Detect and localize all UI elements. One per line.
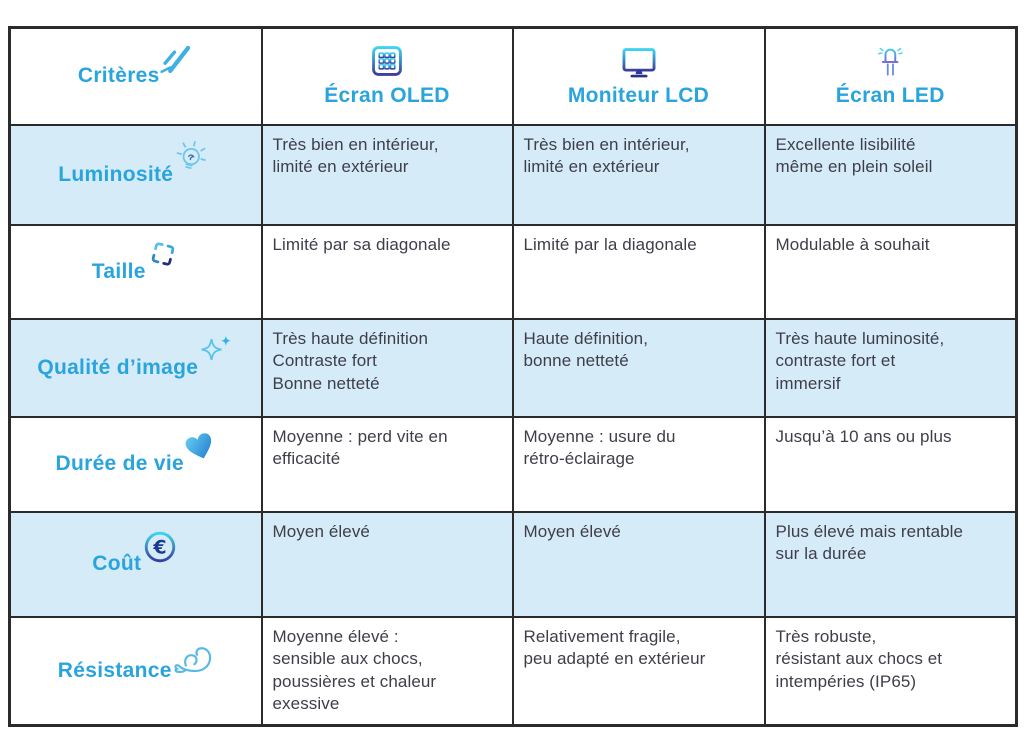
- value-cell: Moyenne : usure du rétro-éclairage: [511, 415, 766, 513]
- criterion-cell: Qualité d’image: [8, 317, 263, 418]
- criterion-label: Luminosité: [58, 162, 174, 186]
- cell-text: Très robuste, résistant aux chocs et int…: [775, 626, 943, 691]
- cell-text: Moyenne : perd vite en efficacité: [272, 426, 448, 469]
- cell-text: Plus élevé mais rentable sur la durée: [775, 521, 964, 564]
- euro-circle-icon: €: [141, 528, 179, 571]
- cell-text: Très haute définition Contraste fort Bon…: [272, 328, 429, 393]
- value-cell: Moyenne élevé : sensible aux chocs, pous…: [260, 615, 514, 727]
- criterion-cell: Durée de vie: [8, 415, 263, 513]
- header-label-lcd: Moniteur LCD: [567, 84, 710, 108]
- value-cell: Plus élevé mais rentable sur la durée: [763, 510, 1018, 618]
- comparison-table-page: Critères: [0, 18, 1024, 735]
- heart-icon: [184, 431, 216, 468]
- svg-text:€: €: [153, 536, 167, 558]
- criterion-cell: Coût €: [8, 510, 263, 618]
- table-row: Coût € Moyen élevé Moyen élevé Plus élev…: [8, 510, 1018, 618]
- value-cell: Limité par la diagonale: [511, 223, 766, 320]
- criteria-header-label: Critères: [77, 64, 160, 88]
- cell-text: Limité par la diagonale: [523, 234, 697, 254]
- cell-text: Excellente lisibilité même en plein sole…: [775, 134, 933, 177]
- criterion-cell: Taille: [8, 223, 263, 320]
- criterion-label: Durée de vie: [55, 452, 184, 475]
- value-cell: Très bien en intérieur, limité en extéri…: [260, 123, 514, 226]
- cell-text: Limité par sa diagonale: [272, 234, 451, 254]
- cell-text: Relativement fragile, peu adapté en exté…: [523, 626, 706, 669]
- value-cell: Moyen élevé: [511, 510, 766, 618]
- value-cell: Modulable à souhait: [763, 223, 1018, 320]
- value-cell: Haute définition, bonne netteté: [511, 317, 766, 418]
- table-row: Durée de vie Moyenne : perd vite en effi…: [8, 415, 1018, 513]
- cell-text: Haute définition, bonne netteté: [523, 328, 649, 371]
- table-row: Luminosité: [8, 123, 1018, 226]
- value-cell: Relativement fragile, peu adapté en exté…: [511, 615, 766, 727]
- value-cell: Très haute luminosité, contraste fort et…: [763, 317, 1018, 418]
- lcd-monitor-icon: [520, 44, 758, 82]
- cell-text: Modulable à souhait: [775, 234, 930, 254]
- criterion-label: Résistance: [57, 658, 172, 682]
- value-cell: Très haute définition Contraste fort Bon…: [260, 317, 514, 418]
- cell-text: Jusqu’à 10 ans ou plus: [775, 426, 952, 446]
- criterion-label: Qualité d’image: [37, 355, 199, 379]
- cell-text: Moyen élevé: [272, 521, 370, 541]
- header-cell-led: Écran LED: [763, 26, 1018, 126]
- value-cell: Jusqu’à 10 ans ou plus: [763, 415, 1018, 513]
- oled-panel-icon: [269, 44, 506, 82]
- table-row: Qualité d’image Très haute définition Co…: [8, 317, 1018, 418]
- header-row: Critères: [8, 26, 1018, 126]
- value-cell: Très robuste, résistant aux chocs et int…: [763, 615, 1018, 727]
- cell-text: Très haute luminosité, contraste fort et…: [775, 328, 945, 393]
- sparkle-rays-icon: [160, 42, 194, 81]
- value-cell: Moyen élevé: [260, 510, 514, 618]
- lightbulb-icon: [173, 137, 213, 182]
- comparison-table: Critères: [8, 26, 1018, 727]
- led-diode-icon: [772, 44, 1010, 82]
- header-cell-oled: Écran OLED: [260, 26, 514, 126]
- header-label-oled: Écran OLED: [324, 84, 450, 108]
- cell-text: Très bien en intérieur, limité en extéri…: [272, 134, 439, 177]
- value-cell: Limité par sa diagonale: [260, 223, 514, 320]
- cell-text: Très bien en intérieur, limité en extéri…: [523, 134, 690, 177]
- cell-text: Moyenne : usure du rétro-éclairage: [523, 426, 676, 469]
- criterion-label: Coût: [92, 552, 142, 575]
- table-row: Taille Limité par sa diagonale Limité pa…: [8, 223, 1018, 320]
- table-row: Résistance Moyenne élevé : sensible aux …: [8, 615, 1018, 727]
- criteria-header-cell: Critères: [8, 26, 263, 126]
- sparkles-icon: [198, 332, 234, 373]
- value-cell: Très bien en intérieur, limité en extéri…: [511, 123, 766, 226]
- header-label-led: Écran LED: [835, 84, 945, 108]
- muscle-arm-icon: [172, 645, 214, 684]
- criterion-cell: Résistance: [8, 615, 263, 727]
- value-cell: Moyenne : perd vite en efficacité: [260, 415, 514, 513]
- cell-text: Moyen élevé: [523, 521, 621, 541]
- header-cell-lcd: Moniteur LCD: [511, 26, 766, 126]
- criterion-cell: Luminosité: [8, 123, 263, 226]
- criterion-label: Taille: [91, 259, 146, 283]
- expand-corners-icon: [146, 237, 180, 276]
- value-cell: Excellente lisibilité même en plein sole…: [763, 123, 1018, 226]
- cell-text: Moyenne élevé : sensible aux chocs, pous…: [272, 626, 437, 714]
